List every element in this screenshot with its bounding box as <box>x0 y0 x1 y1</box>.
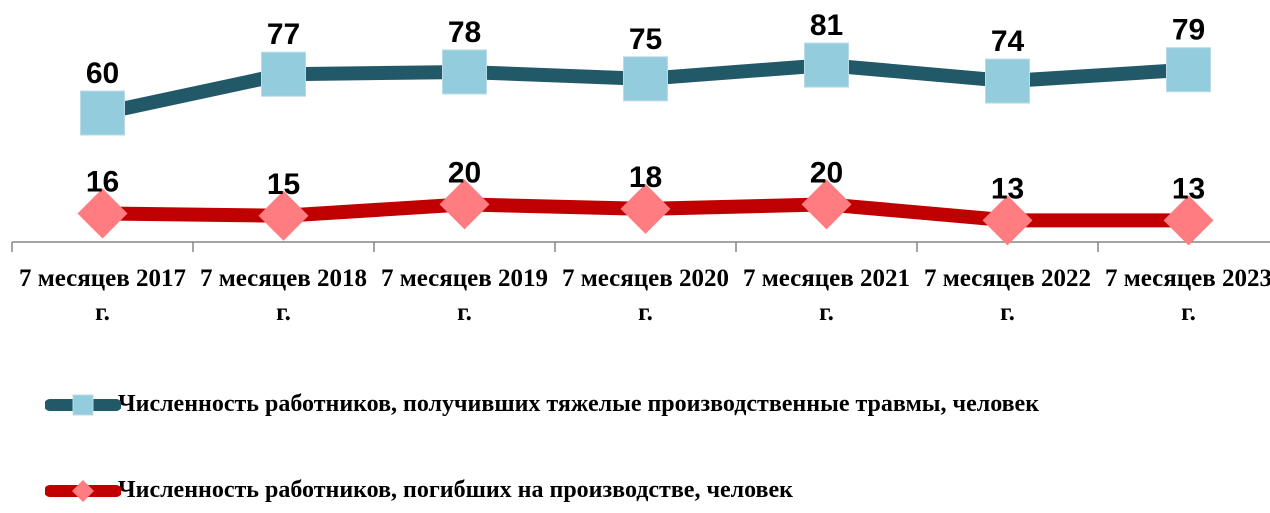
data-label: 20 <box>448 156 481 189</box>
x-tick-label: 7 месяцев 2021 г. <box>742 265 911 326</box>
marker <box>80 90 125 136</box>
x-tick-label: 7 месяцев 2017 г. <box>18 265 187 326</box>
x-tick-label: 7 месяцев 2020 г. <box>561 265 730 326</box>
data-label: 18 <box>629 161 662 194</box>
marker <box>442 49 487 95</box>
data-label: 74 <box>991 25 1025 58</box>
legend-label: Численность работников, погибших на прои… <box>118 477 793 503</box>
legend-item: Численность работников, погибших на прои… <box>45 470 1238 510</box>
marker <box>72 394 94 416</box>
data-label: 78 <box>448 16 481 49</box>
marker <box>1163 195 1214 246</box>
x-tick-label: 7 месяцев 2018 г. <box>199 265 368 326</box>
data-label: 60 <box>86 57 119 90</box>
x-tick-label: 7 месяцев 2019 г. <box>380 265 549 326</box>
legend-item: Численность работников, получивших тяжел… <box>45 384 1238 424</box>
data-label: 15 <box>267 168 300 201</box>
marker <box>982 195 1033 246</box>
marker <box>77 188 128 239</box>
legend-icon <box>45 394 121 416</box>
legend-icon <box>45 480 121 502</box>
data-label: 79 <box>1172 14 1205 47</box>
marker <box>804 42 849 88</box>
marker <box>620 183 671 234</box>
marker <box>258 190 309 241</box>
data-label: 13 <box>1172 172 1205 205</box>
x-tick-label: 7 месяцев 2022 г. <box>923 265 1092 326</box>
marker <box>261 51 306 97</box>
marker <box>623 56 668 102</box>
marker <box>1166 47 1211 93</box>
data-label: 81 <box>810 9 843 42</box>
legend-label: Численность работников, получивших тяжел… <box>118 391 1040 417</box>
x-tick-label: 7 месяцев 2023 г. <box>1104 265 1270 326</box>
data-label: 13 <box>991 172 1024 205</box>
marker <box>801 179 852 230</box>
marker <box>72 480 94 502</box>
data-label: 75 <box>629 23 662 56</box>
data-label: 20 <box>810 156 843 189</box>
plot-area: 60 77 78 75 81 74 79 16 15 20 18 20 13 13 <box>11 9 1270 252</box>
marker <box>439 179 490 230</box>
marker <box>985 58 1030 104</box>
data-label: 16 <box>86 165 119 198</box>
data-label: 77 <box>267 18 300 51</box>
